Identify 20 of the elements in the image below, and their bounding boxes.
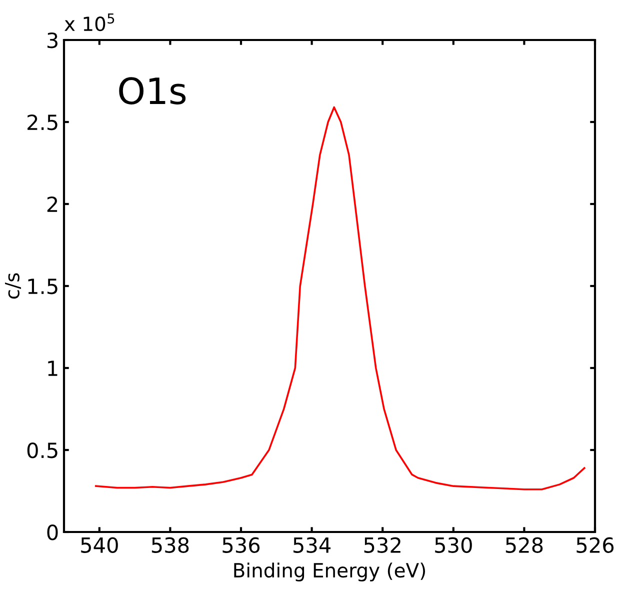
x-tick-label: 532 — [364, 537, 400, 553]
y-axis-title: c/s — [5, 273, 21, 299]
y-tick-label: 2.5 — [28, 114, 58, 130]
annotation: O1s — [119, 77, 186, 104]
y-tick-label: 2 — [47, 196, 58, 212]
x-tick-label: 536 — [222, 537, 260, 553]
y-tick-label: 0.5 — [27, 442, 58, 458]
text: x 10$^{5}$ — [64, 14, 114, 32]
line-series — [94, 106, 586, 490]
x-tick-label: 528 — [506, 537, 543, 553]
x-tick-label: 540 — [81, 537, 118, 553]
x-axis-title: Binding Energy (eV) — [234, 562, 425, 582]
y-tick-label: 0 — [47, 524, 58, 540]
x-tick-label: 538 — [152, 537, 189, 553]
x-tick-label: 530 — [435, 537, 472, 553]
y-tick-label: 1.5 — [28, 278, 58, 294]
y-tick-label: 3 — [47, 32, 58, 48]
y-tick-label: 1 — [48, 360, 58, 376]
x-tick-label: 526 — [576, 537, 614, 553]
x-tick-label: 534 — [294, 537, 331, 553]
